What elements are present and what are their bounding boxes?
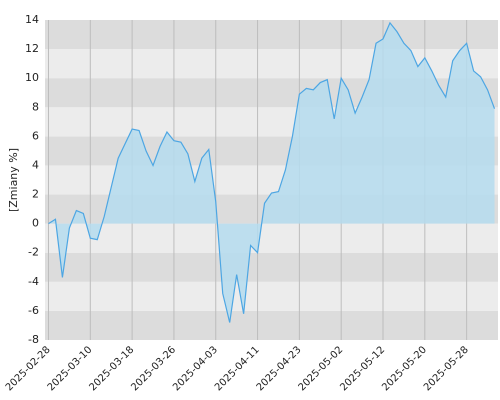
y-tick-label: 14 (25, 13, 39, 26)
line (48, 21, 496, 323)
grid-band (45, 281, 498, 311)
y-tick-label: -2 (28, 246, 39, 259)
y-tick-label: -4 (28, 275, 39, 288)
x-tick-label: 2025-05-28 (422, 344, 471, 393)
y-tick-label: 10 (25, 71, 39, 84)
area (48, 22, 495, 323)
grid-band (45, 223, 498, 253)
y-tick-label: 8 (32, 100, 39, 113)
y-tick-label: -6 (28, 304, 39, 317)
y-tick-label: 4 (32, 158, 39, 171)
grid-band (45, 310, 498, 340)
y-tick-label: 12 (25, 42, 39, 55)
y-tick-label: 6 (32, 129, 39, 142)
grid-band (45, 20, 498, 50)
y-tick-label: -8 (28, 333, 39, 346)
y-axis-label: [Zmiany %] (7, 148, 20, 212)
y-tick-label: 2 (32, 188, 39, 201)
y-tick-label: 0 (32, 217, 39, 230)
grid-band (45, 252, 498, 282)
